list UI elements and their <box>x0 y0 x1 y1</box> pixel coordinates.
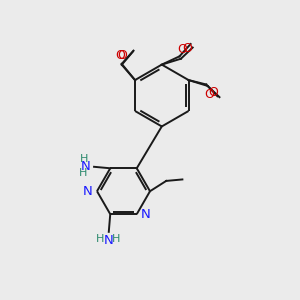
Text: N: N <box>83 185 93 198</box>
Text: H: H <box>96 234 105 244</box>
Text: O: O <box>178 44 187 56</box>
Text: H: H <box>80 154 88 164</box>
Text: O: O <box>182 42 192 55</box>
Text: H: H <box>112 234 120 244</box>
Text: N: N <box>104 234 114 247</box>
Text: O: O <box>117 50 127 62</box>
Text: O: O <box>208 86 218 99</box>
Text: N: N <box>81 160 91 173</box>
Text: O: O <box>204 88 214 101</box>
Text: O: O <box>115 49 125 62</box>
Text: N: N <box>141 208 151 221</box>
Text: H: H <box>79 168 87 178</box>
